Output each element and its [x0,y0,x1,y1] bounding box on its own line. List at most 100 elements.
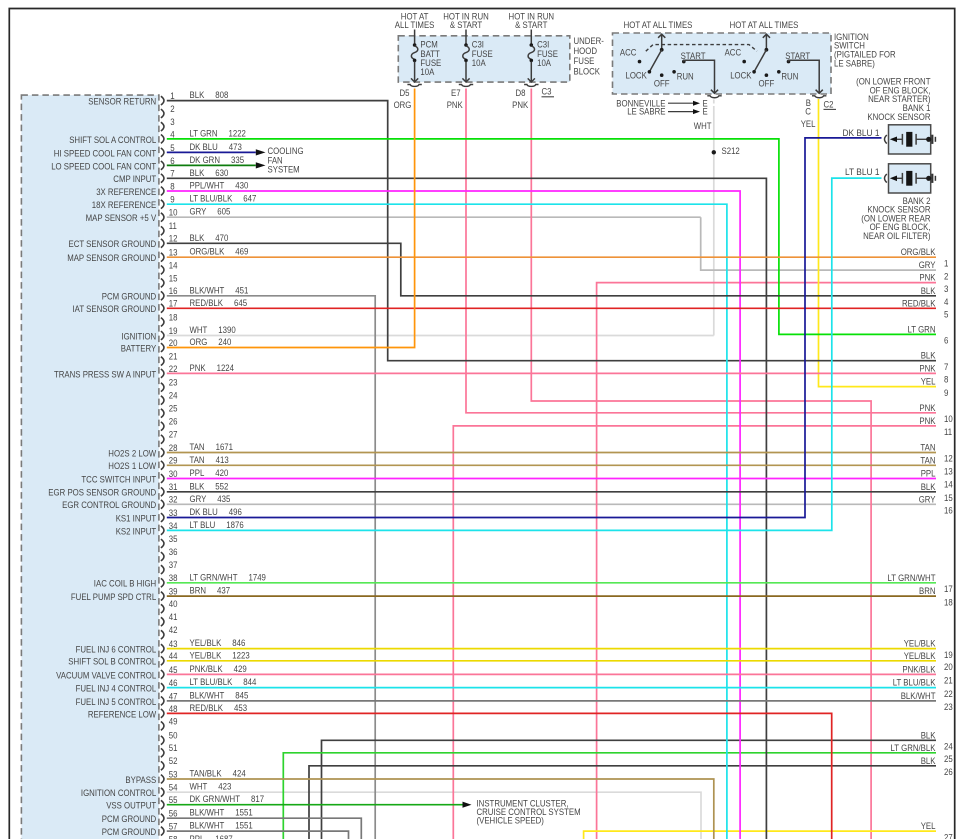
svg-text:15: 15 [169,273,178,283]
svg-text:20: 20 [169,338,178,348]
svg-text:24: 24 [169,391,178,401]
svg-text:58: 58 [169,835,178,839]
svg-text:(ON LOWER FRONT: (ON LOWER FRONT [856,76,931,86]
svg-text:1: 1 [944,258,948,268]
svg-text:WHT: WHT [190,325,208,335]
svg-text:ALL TIMES: ALL TIMES [395,20,435,30]
svg-text:5: 5 [944,310,948,320]
svg-text:SENSOR RETURN: SENSOR RETURN [88,97,156,107]
svg-text:PNK: PNK [919,363,935,373]
svg-text:49: 49 [169,716,178,726]
svg-text:HOOD: HOOD [574,46,598,56]
svg-text:20: 20 [944,662,953,672]
svg-text:LT GRN/WHT: LT GRN/WHT [190,572,238,582]
svg-text:PCM GROUND: PCM GROUND [102,292,157,302]
svg-text:KS2 INPUT: KS2 INPUT [116,526,157,536]
svg-text:16: 16 [169,286,178,296]
svg-text:UNDER-: UNDER- [574,36,604,46]
svg-text:YEL: YEL [801,119,816,129]
svg-text:VACUUM VALVE CONTROL: VACUUM VALVE CONTROL [56,670,156,680]
svg-text:52: 52 [169,756,178,766]
svg-text:43: 43 [169,639,178,649]
svg-text:& START: & START [515,20,548,30]
svg-text:TAN: TAN [190,455,205,465]
svg-text:55: 55 [169,795,178,805]
svg-text:6: 6 [170,156,174,166]
svg-text:EGR CONTROL GROUND: EGR CONTROL GROUND [62,500,157,510]
svg-text:1671: 1671 [216,442,233,452]
svg-text:4: 4 [944,297,948,307]
svg-text:LOCK: LOCK [626,71,647,81]
svg-text:22: 22 [169,364,178,374]
svg-text:D8: D8 [516,88,526,98]
svg-text:14: 14 [944,480,953,490]
svg-text:HOT IN RUN: HOT IN RUN [509,12,555,22]
svg-text:BLK: BLK [190,90,205,100]
svg-text:START: START [681,51,706,61]
svg-text:BRN: BRN [919,586,936,596]
svg-text:LT BLU/BLK: LT BLU/BLK [893,678,936,688]
svg-text:3: 3 [944,284,948,294]
svg-text:MAP SENSOR GROUND: MAP SENSOR GROUND [67,253,156,263]
svg-text:LO SPEED COOL FAN CONT: LO SPEED COOL FAN CONT [51,161,156,171]
svg-text:PNK: PNK [447,100,463,110]
svg-text:TAN: TAN [920,443,935,453]
svg-text:RUN: RUN [677,72,694,82]
svg-text:10: 10 [169,208,178,218]
svg-text:1: 1 [170,91,174,101]
svg-text:LE SABRE: LE SABRE [627,107,665,117]
svg-text:BYPASS: BYPASS [125,775,156,785]
svg-text:7: 7 [944,362,948,372]
svg-text:FUSE: FUSE [420,58,441,68]
svg-text:420: 420 [215,468,228,478]
svg-text:LOCK: LOCK [730,71,751,81]
svg-text:SHIFT SOL A CONTROL: SHIFT SOL A CONTROL [69,135,156,145]
svg-text:ORG/BLK: ORG/BLK [190,247,225,257]
svg-text:PNK/BLK: PNK/BLK [902,664,935,674]
svg-text:2: 2 [170,104,174,114]
svg-text:BLK/WHT: BLK/WHT [190,821,225,831]
svg-text:ORG: ORG [394,100,412,110]
svg-text:9: 9 [170,195,174,205]
svg-text:57: 57 [169,822,178,832]
svg-text:PNK: PNK [919,403,935,413]
svg-text:BONNEVILLE: BONNEVILLE [616,98,665,108]
svg-text:VSS OUTPUT: VSS OUTPUT [106,801,156,811]
svg-text:1224: 1224 [217,363,234,373]
svg-text:10A: 10A [472,58,486,68]
svg-text:HOT AT ALL TIMES: HOT AT ALL TIMES [730,20,799,30]
svg-text:19: 19 [169,326,178,336]
svg-text:335: 335 [231,155,244,165]
svg-text:YEL/BLK: YEL/BLK [904,651,936,661]
svg-text:PCM GROUND: PCM GROUND [102,827,157,837]
svg-text:IAT SENSOR GROUND: IAT SENSOR GROUND [73,304,157,314]
svg-text:PNK: PNK [512,100,528,110]
svg-text:BLK/WHT: BLK/WHT [901,691,936,701]
svg-text:BLK/WHT: BLK/WHT [190,690,225,700]
svg-text:26: 26 [944,767,953,777]
svg-text:430: 430 [235,181,248,191]
svg-text:BLK: BLK [190,481,205,491]
svg-text:INSTRUMENT CLUSTER,: INSTRUMENT CLUSTER, [477,798,569,808]
svg-text:BLK: BLK [921,286,936,296]
svg-text:630: 630 [215,168,228,178]
svg-text:18X REFERENCE: 18X REFERENCE [92,200,156,210]
svg-text:38: 38 [169,573,178,583]
svg-text:B: B [806,98,811,108]
svg-text:REFERENCE LOW: REFERENCE LOW [88,709,157,719]
svg-text:34: 34 [169,521,178,531]
svg-text:DK GRN: DK GRN [190,155,221,165]
svg-text:424: 424 [233,769,246,779]
svg-text:IGNITION: IGNITION [834,32,869,42]
svg-text:437: 437 [217,586,230,596]
svg-text:423: 423 [218,782,231,792]
svg-text:1749: 1749 [249,572,266,582]
svg-text:OFF: OFF [759,78,775,88]
svg-text:817: 817 [251,794,264,804]
svg-text:8: 8 [944,375,948,385]
svg-text:C2: C2 [824,99,834,109]
svg-text:DK BLU: DK BLU [190,507,218,517]
svg-text:37: 37 [169,560,178,570]
svg-text:25: 25 [169,404,178,414]
svg-text:PNK: PNK [919,273,935,283]
